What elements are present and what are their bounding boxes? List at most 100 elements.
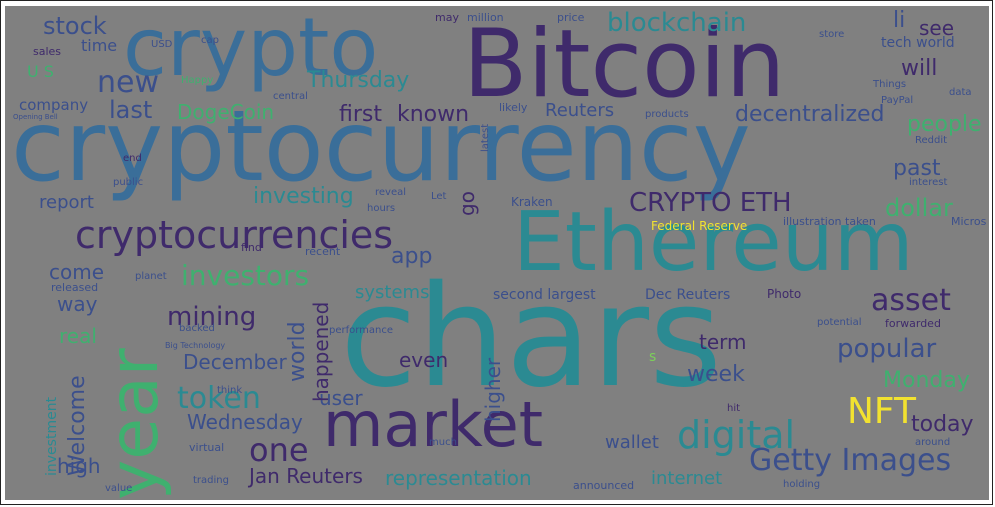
cloud-word: NFT (847, 391, 916, 432)
cloud-word: DogeCoin (177, 100, 275, 124)
cloud-word: Jan Reuters (249, 464, 363, 488)
cloud-word: Reuters (545, 100, 615, 121)
cloud-word: price (557, 11, 585, 24)
cloud-word: interest (909, 177, 948, 188)
cloud-word: stock (43, 12, 107, 40)
cloud-word: tech world (881, 35, 955, 51)
cloud-word: mining (167, 302, 257, 332)
cloud-word: known (397, 102, 470, 127)
cloud-word: hours (367, 203, 396, 214)
cloud-word: higher (481, 357, 505, 422)
word-cloud: Bitcoin crypto cryptocurrency Ethereum c… (5, 6, 989, 500)
cloud-word: crypto (123, 6, 379, 94)
cloud-word: Ethereum (513, 195, 914, 290)
cloud-word: potential (817, 317, 862, 328)
cloud-word: chars (340, 256, 722, 419)
cloud-word: see (919, 16, 955, 40)
cloud-word: people (907, 112, 982, 137)
cloud-word: dollar (885, 194, 953, 222)
cloud-word: may (435, 11, 459, 24)
cloud-word: asset (871, 283, 951, 318)
cloud-word: come (49, 260, 105, 284)
cloud-word: high (57, 454, 101, 478)
cloud-word: time (81, 36, 118, 55)
cloud-word: Getty Images (749, 443, 952, 478)
cloud-word: company (19, 96, 89, 114)
cloud-word: app (391, 244, 433, 269)
cloud-word: Welcome (65, 375, 90, 476)
cloud-word: public (113, 177, 144, 188)
cloud-word: virtual (189, 441, 225, 454)
cloud-word: Opening Bell (13, 113, 58, 121)
cloud-word: Kraken (511, 195, 553, 209)
cloud-word: reveal (375, 187, 407, 198)
cloud-word: latest (480, 123, 491, 152)
cloud-word: investing (253, 184, 354, 209)
cloud-word: central (273, 91, 308, 102)
cloud-word: data (949, 87, 972, 98)
cloud-word: store (819, 29, 845, 40)
cloud-word: forwarded (885, 317, 941, 330)
cloud-word: USD (151, 39, 173, 50)
cloud-word: think (217, 385, 243, 396)
cloud-word: cryptocurrencies (75, 213, 394, 257)
cloud-word: term (699, 330, 747, 354)
cloud-word: will (901, 56, 938, 81)
cloud-word: way (57, 292, 98, 316)
cloud-word: popular (837, 334, 937, 364)
cloud-word: products (645, 109, 689, 120)
cloud-word: decentralized (735, 102, 885, 127)
cloud-word: internet (651, 468, 723, 489)
cloud-word: today (911, 412, 974, 437)
cloud-word: user (319, 386, 363, 410)
cloud-word: recent (305, 245, 341, 258)
cloud-word: investment (44, 396, 60, 476)
cloud-word: cryptocurrency (11, 90, 751, 204)
cloud-word: real (59, 324, 97, 348)
cloud-word: Happy (181, 75, 214, 86)
cloud-word: cap (201, 35, 219, 46)
cloud-word: new (97, 65, 160, 100)
cloud-word: Thursday (307, 68, 410, 93)
cloud-word: illustration taken (783, 215, 876, 228)
cloud-word: s (649, 349, 657, 365)
cloud-word: year (95, 348, 174, 500)
cloud-word: sales (33, 45, 62, 58)
cloud-word: last (109, 96, 153, 124)
cloud-word: investors (181, 259, 310, 292)
cloud-word: systems (355, 282, 430, 303)
cloud-word: hit (727, 403, 741, 414)
cloud-word: backed (179, 323, 215, 334)
cloud-word: even (399, 348, 449, 372)
cloud-word: CRYPTO ETH (629, 188, 792, 218)
cloud-word: much (429, 437, 457, 448)
cloud-word: first (339, 102, 382, 127)
cloud-word: Dec Reuters (645, 287, 731, 303)
cloud-word: find (241, 241, 262, 254)
cloud-word: PayPal (881, 95, 914, 106)
cloud-word: announced (573, 479, 635, 492)
cloud-word: holding (783, 479, 821, 490)
cloud-word: released (51, 281, 99, 294)
cloud-word: world (285, 321, 310, 382)
cloud-word: Things (873, 79, 907, 90)
cloud-word: Wednesday (187, 410, 303, 434)
cloud-word: likely (499, 101, 528, 114)
cloud-word: happened (309, 301, 333, 402)
cloud-word: blockchain (607, 8, 747, 38)
cloud-word: U S (27, 62, 54, 81)
cloud-word: Big Technology (165, 341, 226, 350)
cloud-word: go (455, 191, 479, 216)
cloud-word: performance (329, 325, 394, 336)
cloud-word: token (177, 381, 261, 416)
cloud-word: market (323, 388, 544, 461)
cloud-word: Federal Reserve (651, 219, 748, 233)
cloud-word: Bitcoin (463, 10, 786, 119)
cloud-word: around (915, 437, 951, 448)
cloud-word: December (183, 350, 287, 374)
cloud-word: Let (431, 191, 447, 202)
cloud-word: Photo (767, 287, 802, 301)
cloud-word: million (467, 11, 504, 24)
cloud-word: planet (135, 271, 167, 282)
